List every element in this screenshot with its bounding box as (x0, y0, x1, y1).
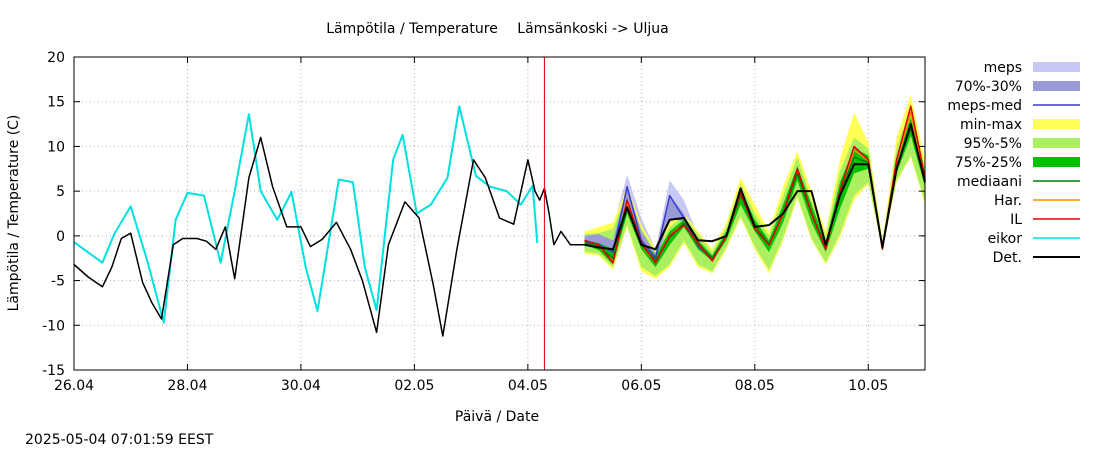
axis-ticks: -15 -10 -5 0 5 10 15 20 26.04 28.04 30.04 02.05 04.0… (42, 50, 925, 394)
x-axis-label: Päivä / Date (455, 409, 539, 425)
y-tick-label: -5 (51, 274, 65, 290)
legend-swatch (1033, 62, 1080, 72)
legend-label: eikor (988, 231, 1023, 247)
y-tick-label: 15 (47, 95, 65, 111)
series-lines (73, 105, 926, 337)
legend-label: IL (1010, 212, 1022, 228)
legend-label: min-max (960, 117, 1022, 133)
x-tick-label: 06.05 (621, 378, 661, 394)
y-tick-label: -15 (42, 363, 65, 379)
x-tick-label: 26.04 (54, 378, 94, 394)
plot-area (74, 57, 925, 370)
y-axis-label: Lämpötila / Temperature (C) (6, 115, 22, 312)
legend-label: 70%-30% (955, 79, 1022, 95)
chart-title-left: Lämpötila / Temperature (326, 21, 498, 37)
y-tick-label: 20 (47, 50, 65, 66)
x-tick-label: 10.05 (848, 378, 888, 394)
det-continuation-line (543, 188, 585, 246)
y-tick-label: 10 (47, 139, 65, 155)
legend-label: meps (984, 60, 1022, 76)
legend: meps 70%-30% meps-med min-max 95%-5% 75%-25% m… (947, 60, 1080, 266)
x-tick-label: 30.04 (281, 378, 321, 394)
timestamp: 2025-05-04 07:01:59 EEST (25, 432, 214, 448)
grid-lines (73, 56, 925, 371)
legend-swatch (1033, 138, 1080, 148)
legend-label: Har. (994, 193, 1022, 209)
y-tick-label: 5 (56, 184, 65, 200)
x-tick-label: 04.05 (508, 378, 548, 394)
legend-label: Det. (993, 250, 1022, 266)
x-tick-label: 28.04 (167, 378, 207, 394)
det-observed-line (73, 136, 546, 337)
legend-swatch (1033, 157, 1080, 167)
eikor-line (73, 105, 539, 324)
legend-swatch (1033, 119, 1080, 129)
det-forecast-line (584, 123, 926, 251)
legend-label: mediaani (957, 174, 1022, 190)
y-tick-label: 0 (56, 229, 65, 245)
legend-label: 95%-5% (964, 136, 1022, 152)
legend-label: 75%-25% (955, 155, 1022, 171)
plot-frame (73, 56, 926, 371)
legend-label: meps-med (947, 98, 1022, 114)
x-tick-label: 02.05 (394, 378, 434, 394)
y-tick-label: -10 (42, 318, 65, 334)
x-tick-label: 08.05 (735, 378, 775, 394)
chart-title-right: Lämsänkoski -> Uljua (517, 21, 668, 37)
legend-swatch (1033, 81, 1080, 91)
